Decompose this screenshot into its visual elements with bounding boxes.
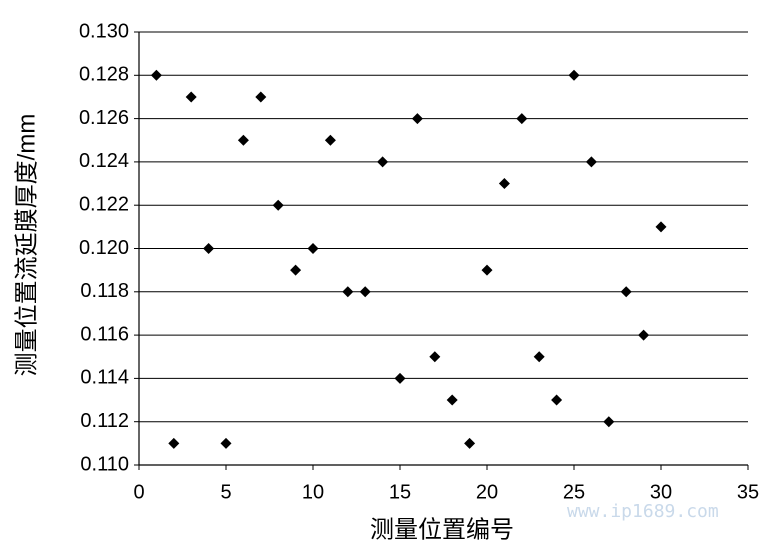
point: [359, 286, 371, 298]
point: [237, 134, 249, 146]
y-tick-label: 0.122: [79, 193, 129, 215]
point: [394, 372, 406, 384]
point: [185, 91, 197, 103]
point: [324, 134, 336, 146]
point: [638, 329, 650, 341]
point: [255, 91, 267, 103]
watermark: www.ip1689.com: [567, 501, 719, 522]
point: [516, 113, 528, 125]
point: [464, 437, 476, 449]
point: [551, 394, 563, 406]
y-axis-label: 测量位置流延膜厚度/mm: [13, 114, 40, 377]
point: [342, 286, 354, 298]
point: [429, 351, 441, 363]
point: [168, 437, 180, 449]
point: [568, 69, 580, 81]
x-tick-label: 5: [220, 481, 231, 503]
point: [290, 264, 302, 276]
y-tick-label: 0.126: [79, 107, 129, 129]
x-tick-label: 20: [476, 481, 498, 503]
point: [150, 69, 162, 81]
y-tick-label: 0.118: [80, 280, 129, 302]
point: [603, 416, 615, 428]
x-tick-label: 10: [302, 481, 324, 503]
point: [620, 286, 632, 298]
point: [220, 437, 232, 449]
x-tick-label: 35: [737, 481, 759, 503]
y-tick-label: 0.124: [79, 150, 129, 172]
y-tick-label: 0.110: [80, 453, 129, 475]
point: [307, 243, 319, 254]
point: [655, 221, 667, 233]
x-tick-label: 30: [650, 481, 672, 503]
point: [203, 243, 215, 254]
point: [585, 156, 597, 168]
y-tick-label: 0.114: [80, 367, 129, 389]
y-tick-label: 0.120: [79, 237, 129, 259]
x-tick-label: 25: [563, 481, 585, 503]
point: [411, 113, 423, 125]
y-tick-label: 0.112: [80, 410, 129, 432]
point: [446, 394, 458, 406]
point: [377, 156, 389, 168]
point: [533, 351, 545, 363]
y-tick-label: 0.130: [79, 20, 129, 42]
y-tick-label: 0.116: [80, 323, 129, 345]
point: [272, 199, 284, 211]
point: [498, 178, 510, 190]
x-tick-label: 0: [133, 481, 144, 503]
x-axis-label: 测量位置编号: [370, 516, 514, 543]
x-tick-label: 15: [389, 481, 411, 503]
point: [481, 264, 493, 276]
y-tick-label: 0.128: [79, 64, 129, 86]
